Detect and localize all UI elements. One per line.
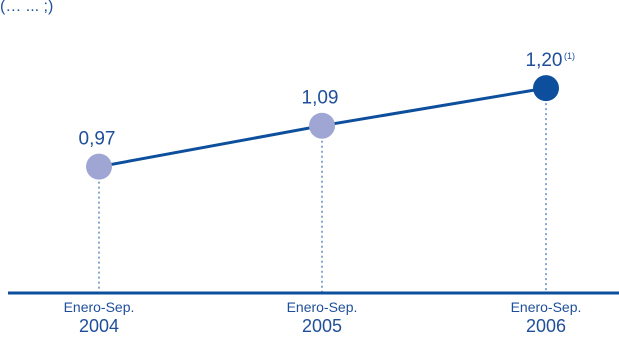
- value-label: 1,20: [526, 50, 563, 71]
- data-point: [533, 75, 559, 102]
- value-labels: 0,97 1,09 1,20 (1): [79, 50, 575, 150]
- data-point: [309, 112, 335, 139]
- clipped-top-text: (… ... ;): [0, 0, 53, 15]
- category-label-line2: 2005: [302, 316, 342, 336]
- data-point: [86, 153, 112, 180]
- category-label-line2: 2004: [79, 316, 119, 336]
- value-label: 0,97: [79, 129, 116, 150]
- guide-lines: [98, 88, 547, 293]
- category-label-line1: Enero-Sep.: [511, 299, 582, 315]
- category-label-line1: Enero-Sep.: [64, 299, 135, 315]
- value-label: 1,09: [302, 88, 339, 109]
- category-label-line2: 2006: [526, 316, 566, 336]
- category-label-line1: Enero-Sep.: [287, 299, 358, 315]
- footnote-marker: (1): [564, 51, 575, 61]
- data-markers: [86, 75, 559, 180]
- category-labels: Enero-Sep.2004Enero-Sep.2005Enero-Sep.20…: [64, 299, 582, 336]
